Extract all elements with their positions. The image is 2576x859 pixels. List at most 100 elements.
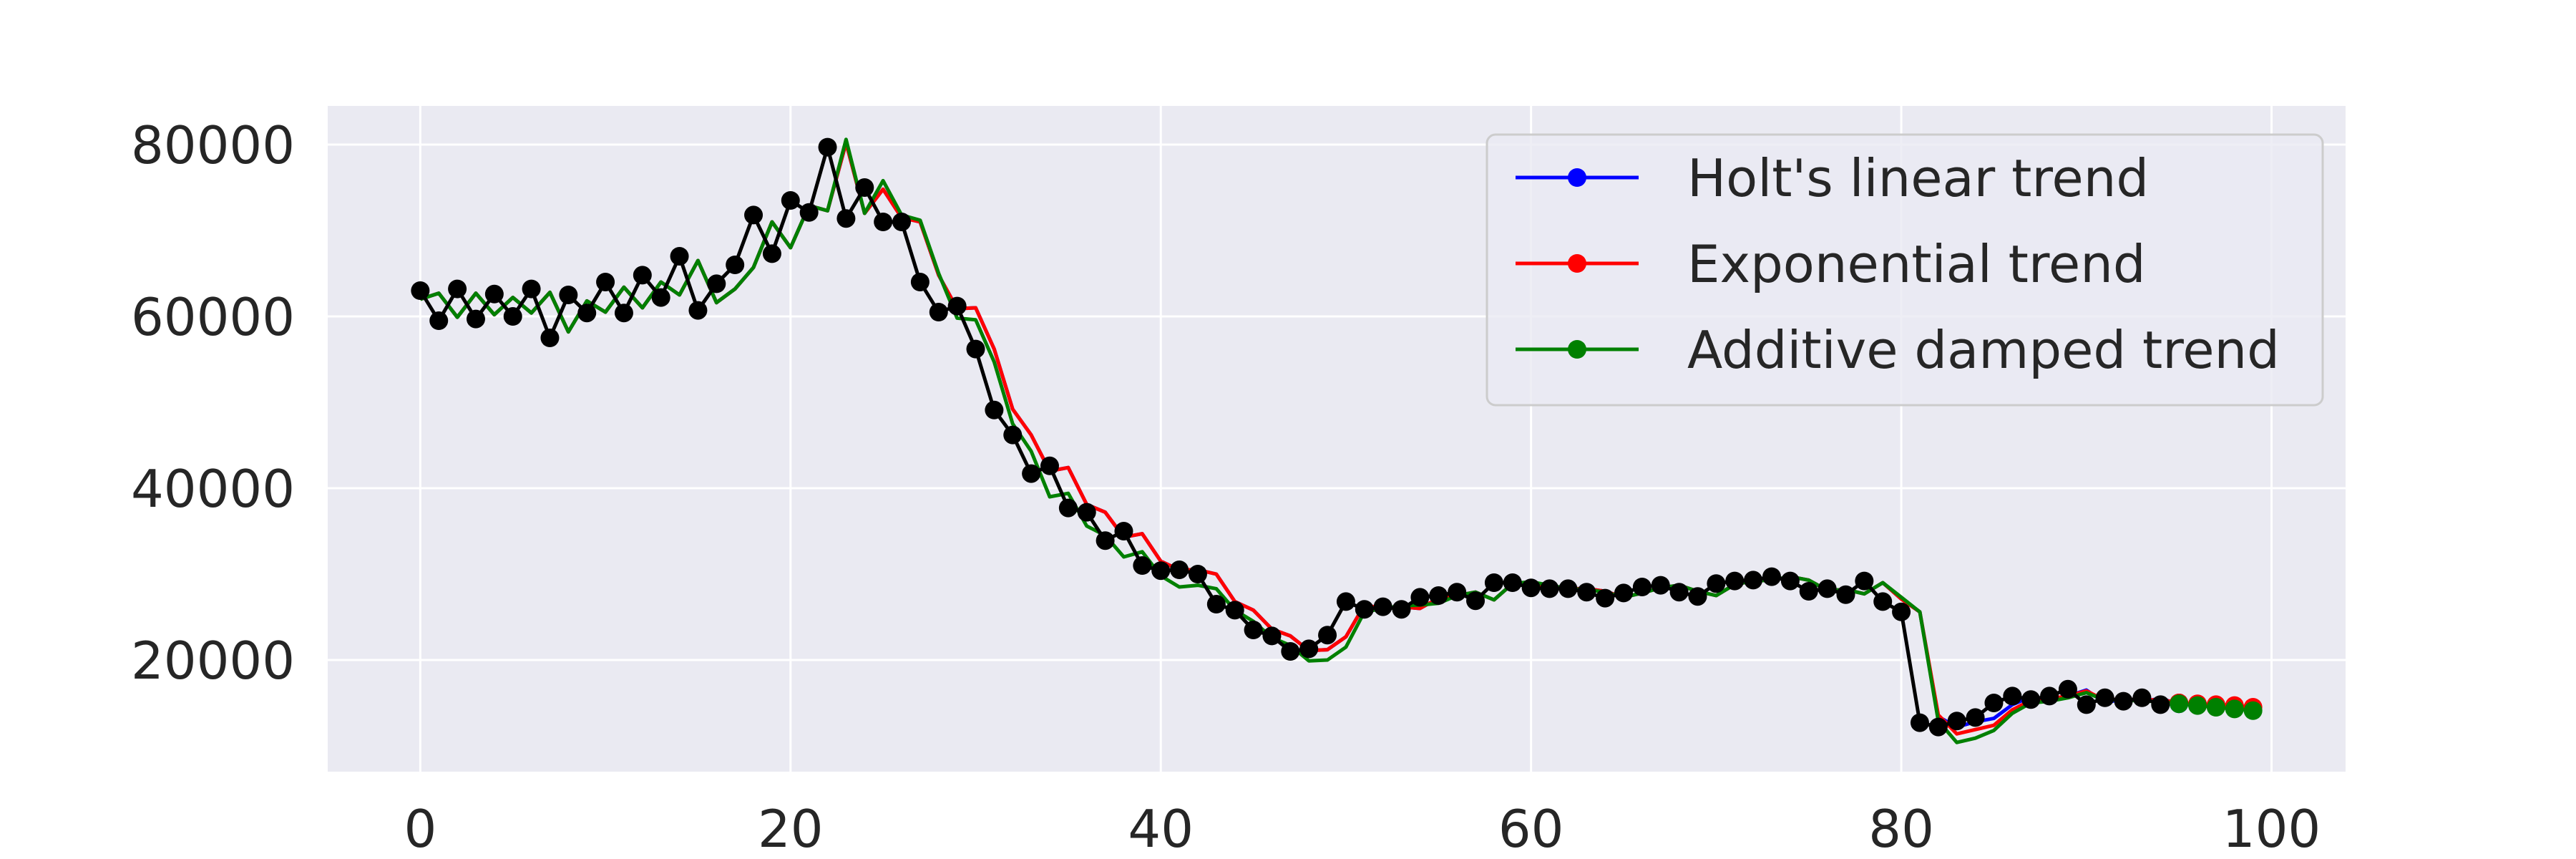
observed-point	[688, 301, 708, 320]
observed-point	[2151, 695, 2170, 714]
observed-point	[1003, 425, 1023, 445]
observed-point	[1521, 578, 1541, 598]
observed-point	[2095, 688, 2114, 707]
observed-point	[1984, 694, 2004, 712]
x-tick-label: 100	[2223, 799, 2321, 859]
observed-point	[2132, 688, 2152, 707]
y-tick-label: 80000	[131, 115, 295, 175]
observed-point	[1133, 556, 1152, 575]
x-tick-label: 80	[1868, 799, 1934, 859]
observed-point	[947, 296, 967, 316]
observed-point	[762, 244, 781, 263]
observed-point	[577, 304, 597, 323]
x-tick-label: 60	[1498, 799, 1564, 859]
observed-point	[1318, 626, 1337, 645]
observed-point	[2003, 686, 2022, 706]
observed-point	[1966, 708, 1985, 727]
observed-point	[744, 205, 763, 225]
observed-point	[855, 178, 874, 197]
observed-point	[596, 273, 615, 291]
observed-series	[411, 137, 2189, 737]
observed-point	[707, 274, 726, 293]
observed-point	[985, 400, 1004, 419]
observed-point	[1225, 601, 1244, 620]
observed-point	[2077, 695, 2096, 714]
observed-point	[929, 303, 948, 321]
observed-point	[1410, 588, 1430, 607]
observed-point	[1058, 498, 1078, 518]
legend: Holt's linear trend Exponential trend Addi…	[1485, 133, 2324, 407]
observed-point	[503, 307, 522, 326]
observed-point	[818, 137, 837, 157]
observed-point	[1577, 583, 1596, 602]
observed-point	[1299, 639, 1319, 659]
legend-label: Exponential trend	[1687, 234, 2146, 294]
observed-point	[1744, 571, 1763, 590]
observed-point	[411, 281, 430, 300]
observed-point	[1725, 571, 1745, 591]
additive-damped-trend-line	[419, 137, 2253, 744]
y-tick-label: 20000	[131, 631, 295, 691]
x-tick-label: 0	[404, 799, 436, 859]
observed-point	[1503, 573, 1522, 592]
observed-point	[1151, 561, 1171, 581]
x-tick-label: 20	[758, 799, 824, 859]
observed-point	[1355, 600, 1374, 619]
forecast-point	[2206, 698, 2225, 717]
observed-point	[2021, 690, 2041, 709]
observed-point	[726, 256, 745, 274]
legend-label: Holt's linear trend	[1687, 148, 2149, 208]
observed-point	[1707, 574, 1726, 593]
observed-point	[1947, 712, 1966, 731]
observed-point	[1448, 583, 1467, 602]
observed-point	[799, 203, 819, 222]
observed-point	[1855, 571, 1874, 591]
forecast-markers	[2170, 694, 2263, 720]
observed-point	[448, 279, 467, 299]
observed-point	[2058, 679, 2077, 699]
observed-point	[1596, 588, 1615, 608]
observed-point	[1892, 602, 1911, 621]
observed-point	[540, 329, 560, 347]
observed-point	[1336, 592, 1355, 611]
observed-point	[1928, 717, 1948, 737]
observed-point	[2114, 691, 2133, 711]
forecast-point	[2188, 696, 2207, 715]
observed-point	[522, 279, 541, 299]
observed-point	[1614, 583, 1634, 603]
observed-point	[1799, 582, 1818, 601]
observed-point	[1170, 560, 1189, 579]
legend-swatch-marker	[1568, 340, 1586, 359]
observed-point	[1484, 573, 1503, 592]
tick-labels: 0 20 40 60 80 100 20000 40000 60000 80000	[131, 115, 2321, 859]
observed-point	[1096, 531, 1115, 550]
observed-point	[1651, 576, 1670, 595]
observed-point	[429, 311, 449, 330]
observed-point	[2040, 686, 2059, 706]
y-tick-label: 40000	[131, 459, 295, 519]
observed-point	[1558, 579, 1578, 598]
observed-point	[670, 247, 689, 266]
observed-point	[1262, 626, 1282, 646]
observed-point	[1022, 464, 1041, 483]
observed-point	[1188, 565, 1207, 583]
observed-point	[910, 273, 930, 291]
observed-point	[633, 266, 652, 285]
observed-point	[1540, 579, 1559, 598]
observed-point	[466, 309, 485, 329]
observed-point	[1873, 592, 1893, 611]
forecast-point	[2225, 699, 2244, 719]
legend-box	[1485, 133, 2324, 407]
observed-point	[1077, 503, 1096, 522]
observed-point	[836, 209, 856, 228]
observed-point	[874, 213, 893, 231]
observed-point	[1114, 522, 1133, 540]
x-tick-label: 40	[1128, 799, 1194, 859]
legend-label: Additive damped trend	[1687, 320, 2280, 380]
observed-point	[1373, 597, 1392, 616]
observed-point	[1632, 578, 1652, 596]
observed-point	[781, 191, 800, 210]
forecast-point	[2170, 694, 2189, 714]
observed-point	[1910, 713, 1929, 732]
